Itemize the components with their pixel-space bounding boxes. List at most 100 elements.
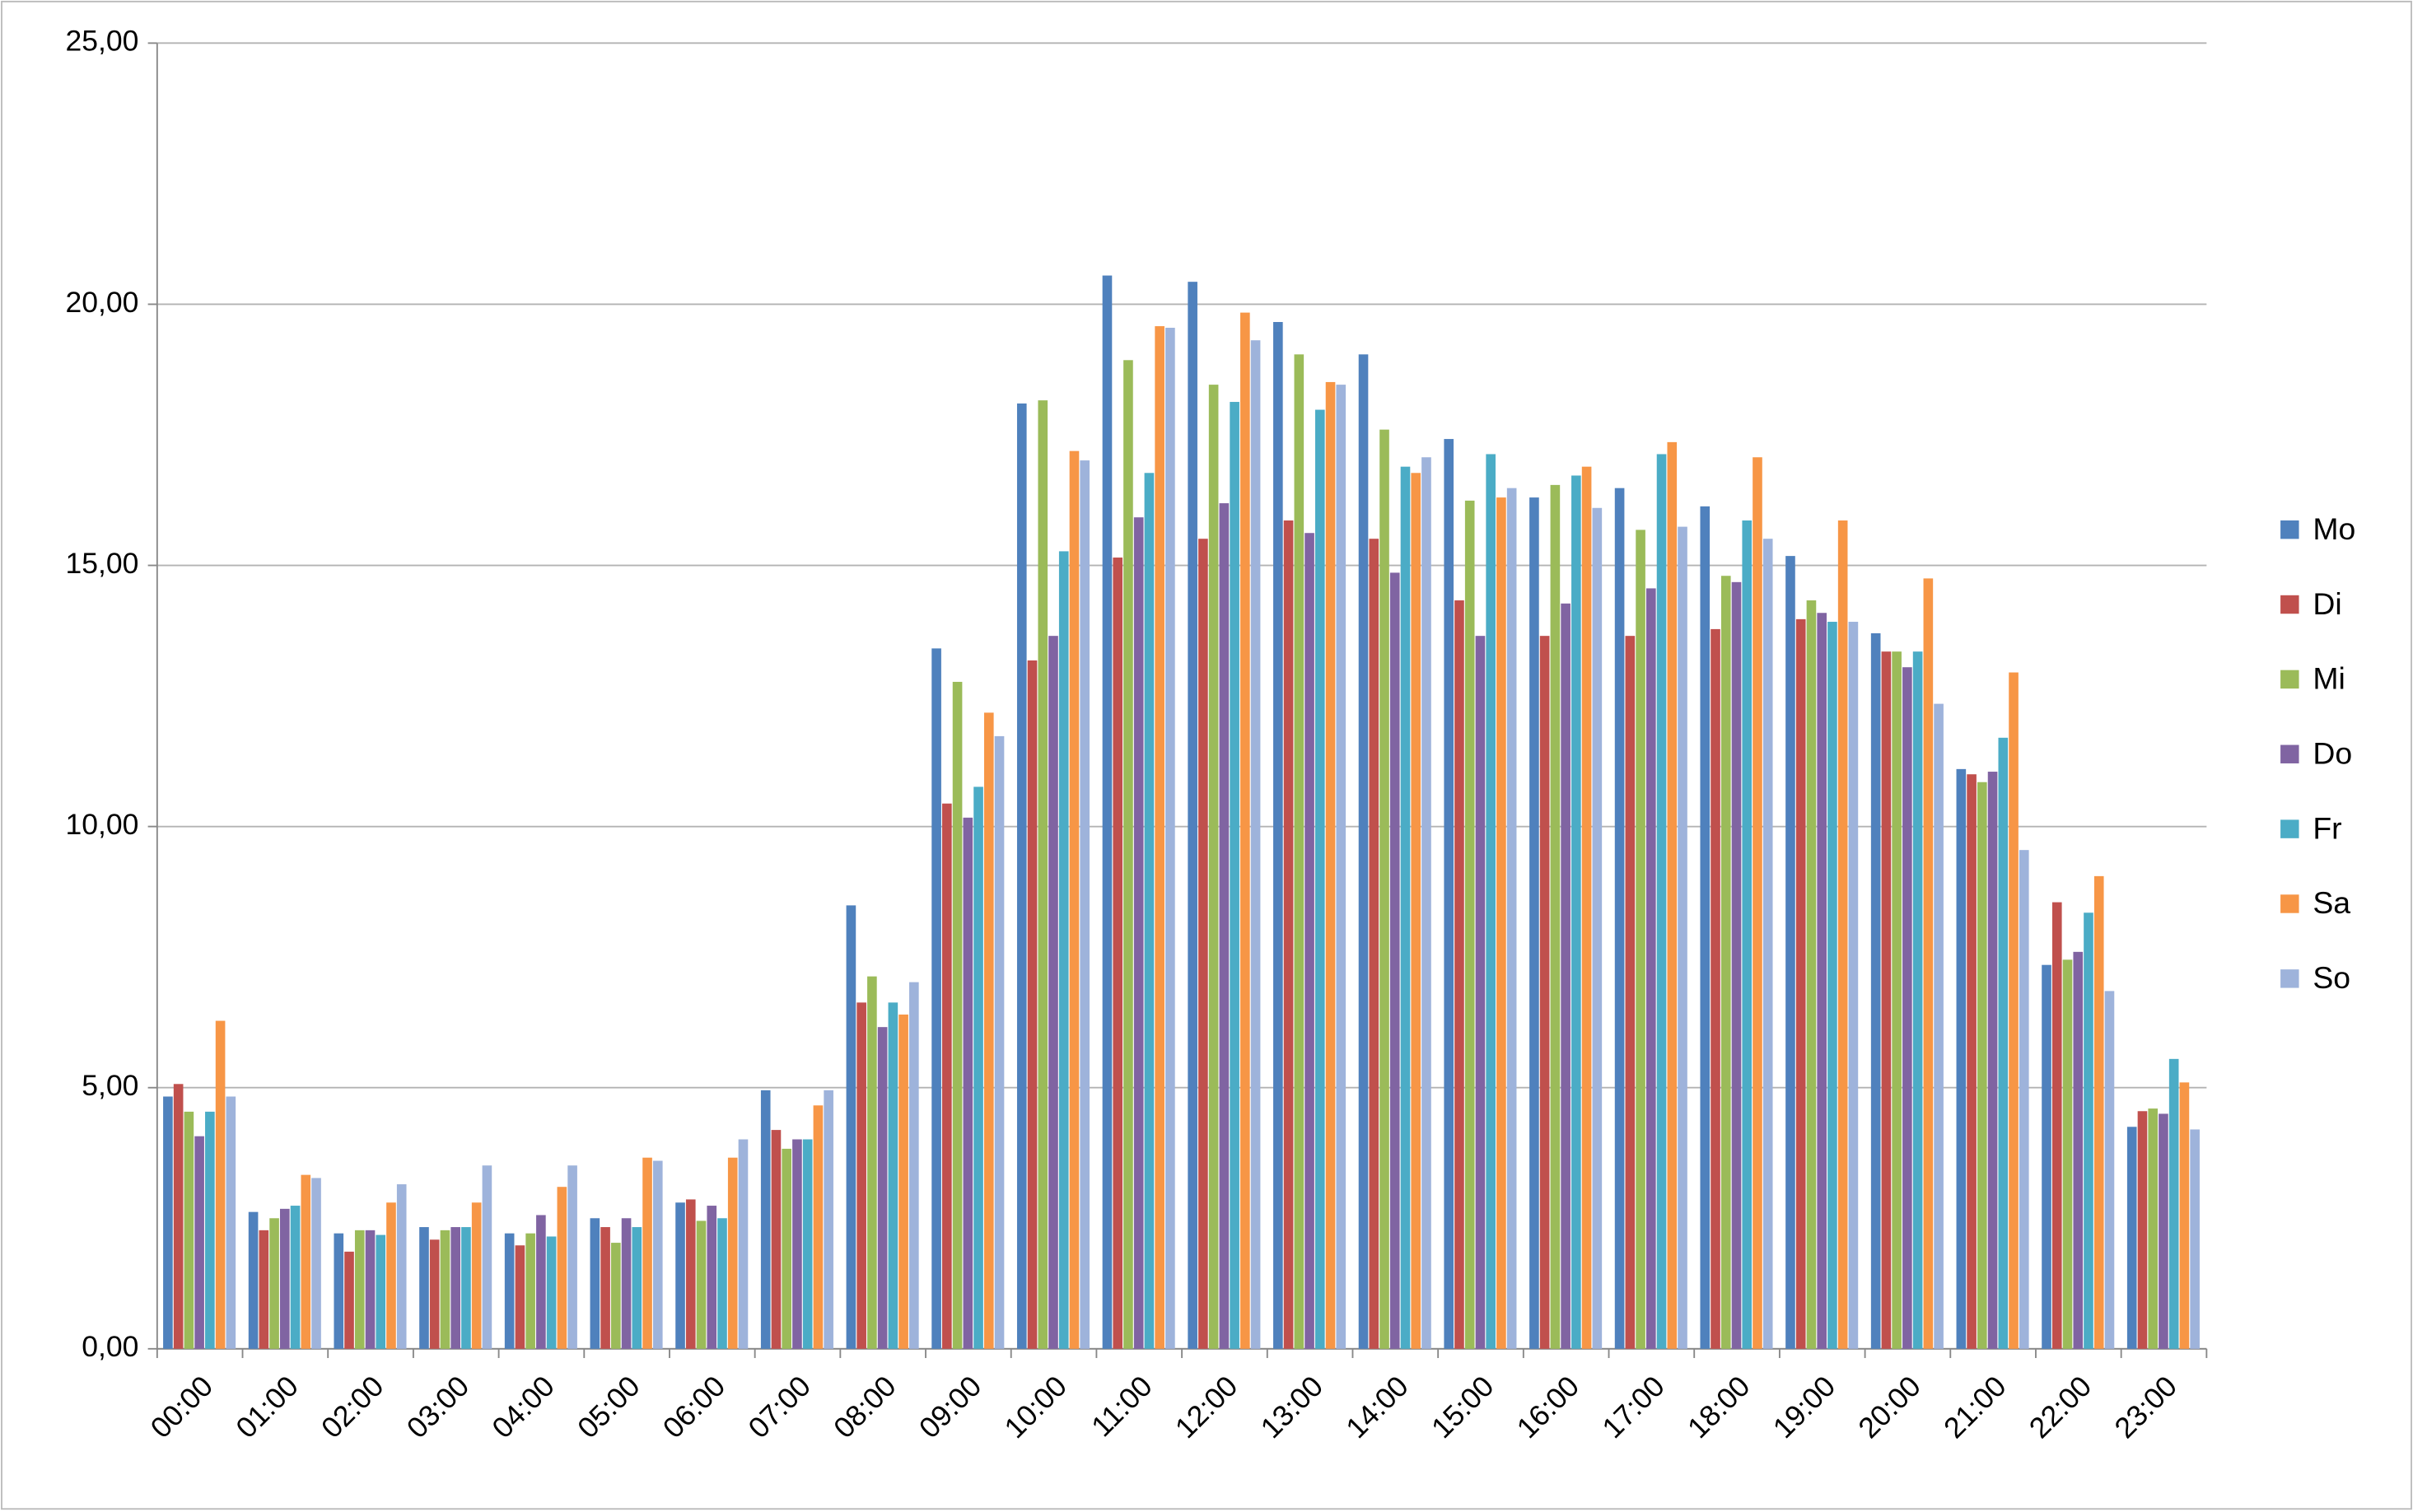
bar — [1892, 651, 1902, 1349]
bar — [1305, 533, 1314, 1349]
bar — [1785, 556, 1795, 1349]
bar — [1123, 360, 1133, 1349]
bar — [1506, 488, 1517, 1349]
y-tick-label: 10,00 — [66, 808, 139, 841]
bar — [1027, 660, 1038, 1349]
bar — [396, 1184, 407, 1349]
bar — [1700, 506, 1711, 1349]
legend-label: Mo — [2313, 511, 2355, 546]
bar — [738, 1139, 749, 1349]
bar — [1294, 354, 1305, 1349]
bar — [1198, 539, 1208, 1349]
bar — [973, 786, 983, 1349]
y-tick-label: 25,00 — [66, 25, 139, 58]
legend-swatch — [2280, 595, 2299, 614]
bar — [952, 681, 963, 1349]
legend-swatch — [2280, 744, 2299, 763]
bar — [1795, 618, 1806, 1349]
bar — [163, 1096, 173, 1349]
bar — [1753, 457, 1762, 1349]
bar — [1219, 503, 1230, 1349]
legend-label: Mi — [2313, 661, 2345, 696]
bar — [2159, 1113, 2168, 1349]
legend-label: Sa — [2313, 885, 2350, 920]
bar — [824, 1090, 833, 1349]
bar — [1188, 282, 1197, 1349]
bar — [1529, 497, 1539, 1349]
y-tick-label: 15,00 — [66, 547, 139, 580]
bar — [771, 1130, 782, 1349]
bar — [2062, 959, 2073, 1349]
bar — [515, 1245, 525, 1349]
bar — [994, 735, 1005, 1349]
bar — [1967, 774, 1977, 1349]
bar — [567, 1165, 577, 1349]
bar — [1283, 520, 1294, 1349]
bar — [696, 1220, 707, 1349]
bar — [1038, 400, 1048, 1349]
bar — [813, 1105, 824, 1349]
bar — [1848, 622, 1859, 1349]
bar — [1454, 600, 1464, 1349]
bar — [1421, 457, 1431, 1349]
bar — [867, 976, 877, 1349]
bar — [311, 1178, 321, 1349]
bar — [1667, 441, 1678, 1349]
bar — [290, 1206, 301, 1349]
bar — [632, 1227, 642, 1349]
bar — [2179, 1082, 2190, 1349]
bar — [802, 1139, 813, 1349]
bar — [461, 1227, 471, 1349]
bar — [1614, 488, 1625, 1349]
bar — [184, 1111, 194, 1349]
bar — [376, 1234, 386, 1349]
legend-label: So — [2313, 960, 2350, 995]
bar — [1837, 520, 1848, 1349]
bar — [898, 1014, 908, 1349]
bar — [259, 1230, 269, 1349]
bar — [1902, 667, 1912, 1349]
bar — [1314, 409, 1325, 1349]
bar — [1240, 312, 1250, 1349]
bar — [1144, 473, 1155, 1349]
legend-swatch — [2280, 969, 2299, 988]
bar — [877, 1027, 888, 1349]
bar — [1113, 558, 1123, 1349]
bar — [1400, 466, 1411, 1349]
bar — [1817, 613, 1827, 1349]
bar — [546, 1236, 557, 1349]
bar — [1806, 600, 1817, 1349]
bar — [1250, 340, 1261, 1349]
legend-swatch — [2280, 819, 2299, 838]
bar — [269, 1218, 279, 1349]
bar — [2126, 1127, 2137, 1349]
bar — [652, 1160, 663, 1349]
bar — [760, 1090, 771, 1349]
legend-swatch — [2280, 894, 2299, 913]
bar — [1636, 530, 1645, 1349]
bar — [1678, 526, 1687, 1349]
bar — [1069, 450, 1080, 1349]
bar — [1058, 551, 1069, 1349]
bar — [1581, 466, 1592, 1349]
bar — [1389, 572, 1400, 1349]
bar — [942, 803, 952, 1349]
bar — [1645, 588, 1656, 1349]
bar — [504, 1233, 515, 1349]
bar — [621, 1218, 632, 1349]
bar — [2104, 991, 2115, 1349]
bar — [194, 1136, 204, 1349]
bar — [2168, 1058, 2179, 1349]
bar — [888, 1002, 898, 1349]
bar — [1208, 385, 1219, 1349]
bar — [931, 648, 941, 1349]
bar — [354, 1230, 365, 1349]
bar — [1561, 603, 1571, 1349]
bar — [248, 1211, 259, 1349]
legend-swatch — [2280, 670, 2299, 689]
bar — [419, 1227, 429, 1349]
bar — [301, 1174, 311, 1349]
bar — [856, 1002, 866, 1349]
bar — [557, 1187, 567, 1349]
